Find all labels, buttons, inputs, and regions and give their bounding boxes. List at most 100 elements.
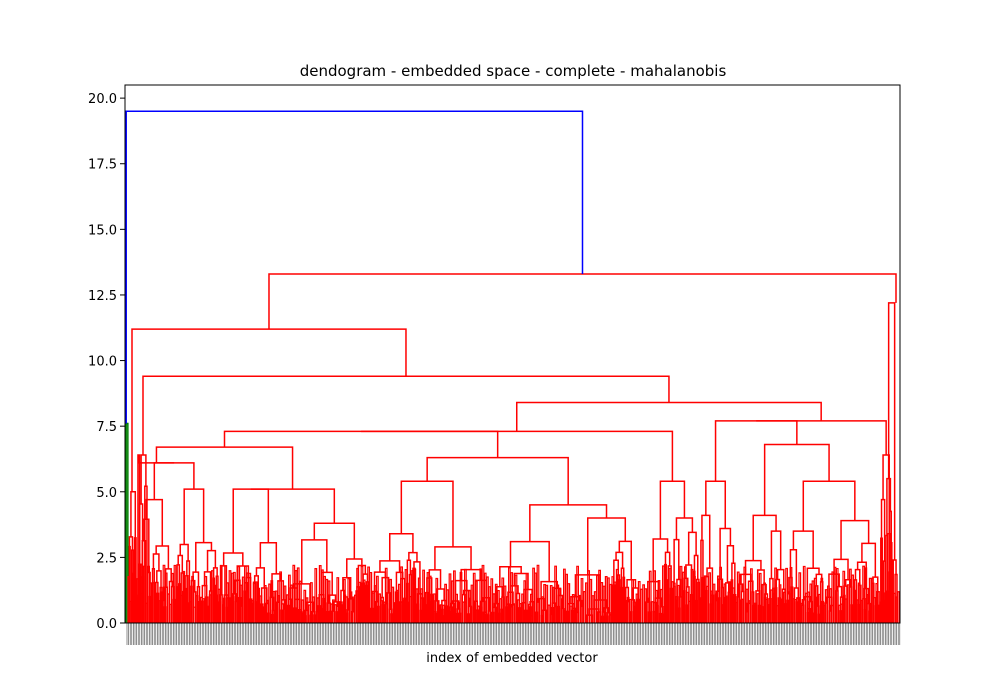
leaf-link [809, 583, 813, 623]
leaf-link [756, 593, 760, 623]
dendrogram-link [652, 538, 669, 582]
leaf-link [545, 584, 549, 623]
dendrogram-link [232, 488, 270, 553]
dendrogram-link [770, 530, 782, 579]
dendrogram-link [361, 430, 674, 482]
dendrogram-link [277, 580, 285, 603]
leaf-link [461, 601, 465, 623]
leaf-link [723, 583, 727, 623]
leaf-link [435, 577, 439, 623]
dendrogram-link [529, 504, 608, 542]
leaf-link [822, 604, 826, 623]
leaf-link [167, 593, 170, 623]
leaf-link [888, 571, 892, 623]
leaf-link [219, 564, 223, 623]
leaf-link [503, 585, 507, 623]
leaf-link [767, 603, 771, 623]
leaf-link [688, 600, 692, 623]
leaf-link [747, 600, 751, 623]
leaf-link [765, 598, 769, 623]
leaf-link [613, 581, 617, 623]
leaf-link [142, 565, 146, 623]
dendrogram-link [737, 583, 744, 597]
leaf-link [666, 579, 670, 623]
leaf-link [699, 597, 703, 623]
leaf-link [824, 589, 828, 623]
leaf-link [853, 589, 857, 623]
leaf-link [800, 602, 804, 623]
leaf-link [153, 583, 157, 623]
y-tick-label: 20.0 [88, 92, 117, 107]
y-tick-label: 5.0 [96, 486, 117, 501]
leaf-link [662, 565, 665, 623]
dendrogram-link [155, 446, 294, 490]
dendrogram-link [861, 542, 877, 578]
leaf-link [404, 569, 408, 623]
dendrogram-link [664, 551, 671, 566]
leaf-link [743, 566, 747, 623]
leaf-link [776, 605, 780, 623]
leaf-link [721, 604, 725, 623]
leaf-link [648, 570, 652, 623]
leaf-link [127, 576, 131, 623]
leaf-link [582, 591, 586, 623]
leaf-link [710, 590, 714, 623]
leaf-link [567, 583, 571, 623]
leaf-link [750, 568, 753, 623]
dendrogram-link [142, 375, 670, 456]
dendrogram-link [395, 571, 404, 593]
leaf-link [400, 566, 403, 623]
leaf-link [169, 603, 172, 623]
leaf-link [719, 566, 722, 623]
dendrogram-link [408, 551, 418, 562]
leaf-link [631, 579, 634, 623]
y-tick-label: 2.5 [96, 551, 117, 566]
leaf-link [732, 587, 736, 623]
leaf-link [547, 604, 551, 623]
leaf-link [692, 570, 696, 623]
leaf-link [875, 583, 879, 623]
dendrogram-link [763, 443, 830, 516]
dendrogram-link [177, 554, 184, 573]
dendrogram-link [346, 558, 363, 578]
dendrogram-link [802, 480, 856, 532]
leaf-link [789, 567, 793, 623]
leaf-link [512, 603, 516, 623]
dendrogram-link [706, 567, 714, 596]
leaf-link [778, 584, 782, 623]
leaf-link [774, 567, 777, 623]
leaf-link [556, 584, 560, 623]
dendrogram-link [731, 562, 736, 595]
leaf-link [657, 580, 661, 623]
dendrogram-link [714, 420, 798, 482]
dendrogram-link [693, 554, 699, 580]
leaf-link [578, 594, 582, 623]
leaf-link [758, 572, 762, 623]
root-link [125, 110, 584, 424]
leaf-link [635, 593, 639, 623]
dendrogram-link [515, 401, 822, 432]
y-tick-label: 15.0 [88, 223, 117, 238]
leaf-link [602, 585, 606, 623]
dendrogram-link [131, 328, 407, 492]
leaf-link [510, 572, 513, 623]
x-axis-label: index of embedded vector [426, 651, 598, 666]
dendrogram-link [844, 578, 852, 588]
leaf-link [668, 567, 672, 623]
leaf-link [835, 567, 839, 623]
leaf-link [886, 590, 890, 623]
leaf-link [580, 577, 584, 623]
dendrogram-link [886, 477, 892, 536]
leaf-link [820, 577, 824, 623]
leaf-link [422, 569, 425, 623]
leaf-link [589, 578, 593, 623]
leaf-link [409, 596, 412, 623]
x-axis-ticks [126, 623, 901, 645]
plot-frame [124, 84, 901, 624]
leaf-link [558, 588, 562, 623]
dendrogram-link [130, 491, 137, 538]
leaf-link [866, 594, 870, 623]
leaf-link [607, 577, 610, 623]
dendrogram-links [125, 110, 901, 623]
